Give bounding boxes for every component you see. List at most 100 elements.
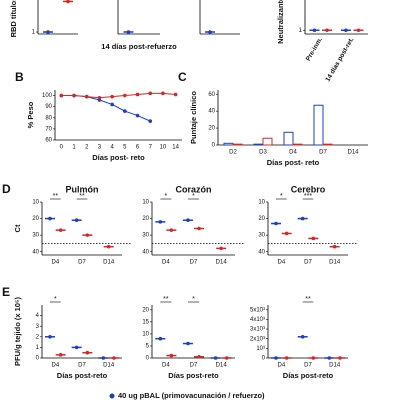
significance-label: *** xyxy=(304,193,312,200)
data-point xyxy=(311,236,316,241)
data-point xyxy=(97,95,102,100)
data-point xyxy=(58,228,63,232)
data-point xyxy=(300,335,305,339)
data-point xyxy=(312,28,317,33)
data-point xyxy=(197,354,201,359)
panel-letter: D xyxy=(2,182,11,196)
y-tick-label: 10³ xyxy=(256,346,265,352)
y-tick-label: 3 xyxy=(36,324,40,330)
y-tick-label: 60 xyxy=(208,92,215,98)
data-point xyxy=(219,246,223,251)
x-tick-label: D7 xyxy=(78,363,86,369)
y-tick-label: 40 xyxy=(32,249,39,255)
data-point xyxy=(48,335,52,339)
x-tick-label: D4 xyxy=(277,260,285,266)
x-tick-label: 2 xyxy=(85,145,89,151)
x-tick-label: D2 xyxy=(229,150,237,156)
x-axis-title: Días post- reto xyxy=(267,158,320,167)
data-point xyxy=(135,113,140,118)
x-tick-label: D7 xyxy=(304,260,312,266)
y-tick-label: 5 xyxy=(146,344,150,350)
data-point xyxy=(84,94,89,99)
x-tick-label: D14 xyxy=(216,363,228,369)
x-tick-label: D4 xyxy=(289,150,297,156)
x-tick-label: 14 días post-ret. xyxy=(324,36,355,83)
y-tick-label: 1 xyxy=(32,30,36,36)
x-tick-label: 5 xyxy=(123,145,127,151)
y-tick-label: 20 xyxy=(208,126,215,132)
bar xyxy=(223,142,234,146)
data-point xyxy=(110,102,114,107)
x-tick-label: D14 xyxy=(329,260,341,266)
data-point xyxy=(148,119,153,123)
y-tick-label: 10 xyxy=(258,200,265,206)
data-point xyxy=(197,226,201,231)
y-tick-label: 30 xyxy=(258,233,265,239)
y-tick-label: 4x10³ xyxy=(250,317,265,323)
x-tick-label: D14 xyxy=(347,150,359,156)
y-tick-label: 20 xyxy=(142,216,149,222)
x-tick-label: D7 xyxy=(319,150,327,156)
x-tick-label: 7 xyxy=(149,145,153,151)
y-tick-label: 30 xyxy=(32,233,39,239)
x-tick-label: D4 xyxy=(51,363,59,369)
y-axis-title: % Peso xyxy=(26,101,35,128)
x-tick-label: D14 xyxy=(216,260,228,266)
y-tick-label: 10 xyxy=(142,331,149,337)
x-tick-label: D7 xyxy=(190,363,198,369)
bar xyxy=(313,104,324,146)
data-point xyxy=(126,30,131,34)
line-series xyxy=(61,92,176,99)
data-point xyxy=(48,216,52,221)
data-point xyxy=(85,350,90,355)
x-tick-label: D4 xyxy=(162,363,170,369)
data-point xyxy=(123,93,127,98)
data-point xyxy=(274,356,278,360)
data-point xyxy=(344,28,348,33)
y-tick-label: 5x10³ xyxy=(250,307,265,313)
bar xyxy=(322,143,333,146)
bar xyxy=(232,143,243,146)
line-series xyxy=(61,95,151,122)
data-point xyxy=(123,109,127,113)
x-tick-label: D7 xyxy=(190,260,198,266)
x-tick-label: Pre-inm. xyxy=(305,36,324,62)
y-tick-label: 2x10³ xyxy=(250,336,265,342)
data-point xyxy=(338,356,342,360)
y-axis-title: Ct xyxy=(13,224,22,232)
y-tick-label: 20 xyxy=(142,307,149,313)
y-axis-title: Puntaje clínico xyxy=(189,91,198,144)
x-axis-title: 14 días post-refuerzo xyxy=(101,42,177,51)
data-point xyxy=(169,228,174,232)
data-point xyxy=(311,356,316,360)
y-tick-label: 40 xyxy=(208,109,215,115)
data-point xyxy=(101,356,106,360)
data-point xyxy=(112,356,116,360)
significance-label: * xyxy=(164,193,167,200)
x-tick-label: D4 xyxy=(162,260,170,266)
x-tick-label: D14 xyxy=(103,260,115,266)
y-tick-label: 60 xyxy=(45,138,52,144)
x-axis-title: Días post-reto xyxy=(283,371,334,380)
bar xyxy=(253,143,264,146)
y-tick-label: 90 xyxy=(45,104,52,110)
data-point xyxy=(224,356,229,360)
data-point xyxy=(325,28,329,33)
bar xyxy=(292,143,303,146)
data-point xyxy=(66,0,70,4)
x-tick-label: 14 xyxy=(172,145,179,151)
panel-letter: B xyxy=(15,70,24,84)
y-tick-label: 10 xyxy=(32,200,39,206)
significance-label: ** xyxy=(53,193,59,200)
data-point xyxy=(110,94,114,99)
y-tick-label: 3x10³ xyxy=(250,327,265,333)
x-tick-label: D14 xyxy=(329,363,341,369)
y-axis-title: Neutralizante t. xyxy=(276,0,285,44)
bar xyxy=(262,137,273,146)
significance-label: * xyxy=(280,193,283,200)
y-tick-label: 30 xyxy=(142,233,149,239)
x-tick-label: D4 xyxy=(51,260,59,266)
data-point xyxy=(158,336,163,341)
y-tick-label: 0 xyxy=(146,356,150,362)
